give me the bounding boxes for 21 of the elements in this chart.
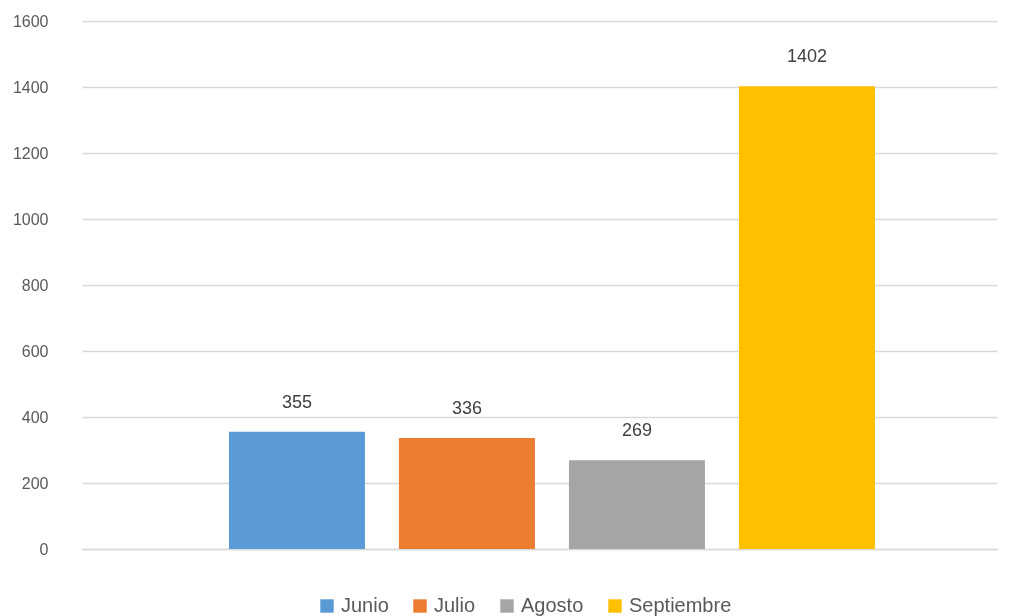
y-tick-label: 1200	[12, 144, 49, 162]
y-tick-label: 800	[21, 276, 49, 294]
y-tick-label: 600	[21, 342, 49, 360]
data-label: 336	[451, 398, 482, 419]
y-tick-label: 1600	[12, 12, 49, 30]
y-tick-label: 400	[21, 408, 49, 426]
data-label: 269	[621, 420, 652, 441]
legend-label: Septiembre	[629, 594, 732, 616]
bar	[398, 438, 535, 549]
bar	[738, 86, 875, 549]
data-label: 355	[281, 391, 312, 412]
bar	[568, 460, 705, 549]
y-tick-label: 200	[21, 474, 49, 492]
y-tick-label: 1400	[12, 78, 49, 96]
legend-label: Julio	[434, 594, 476, 616]
legend-label: Junio	[341, 594, 389, 616]
y-tick-label: 1000	[12, 210, 49, 228]
data-label: 1402	[786, 46, 827, 67]
legend-label: Agosto	[521, 594, 584, 616]
bar	[228, 431, 365, 549]
y-tick-label: 0	[39, 540, 49, 558]
